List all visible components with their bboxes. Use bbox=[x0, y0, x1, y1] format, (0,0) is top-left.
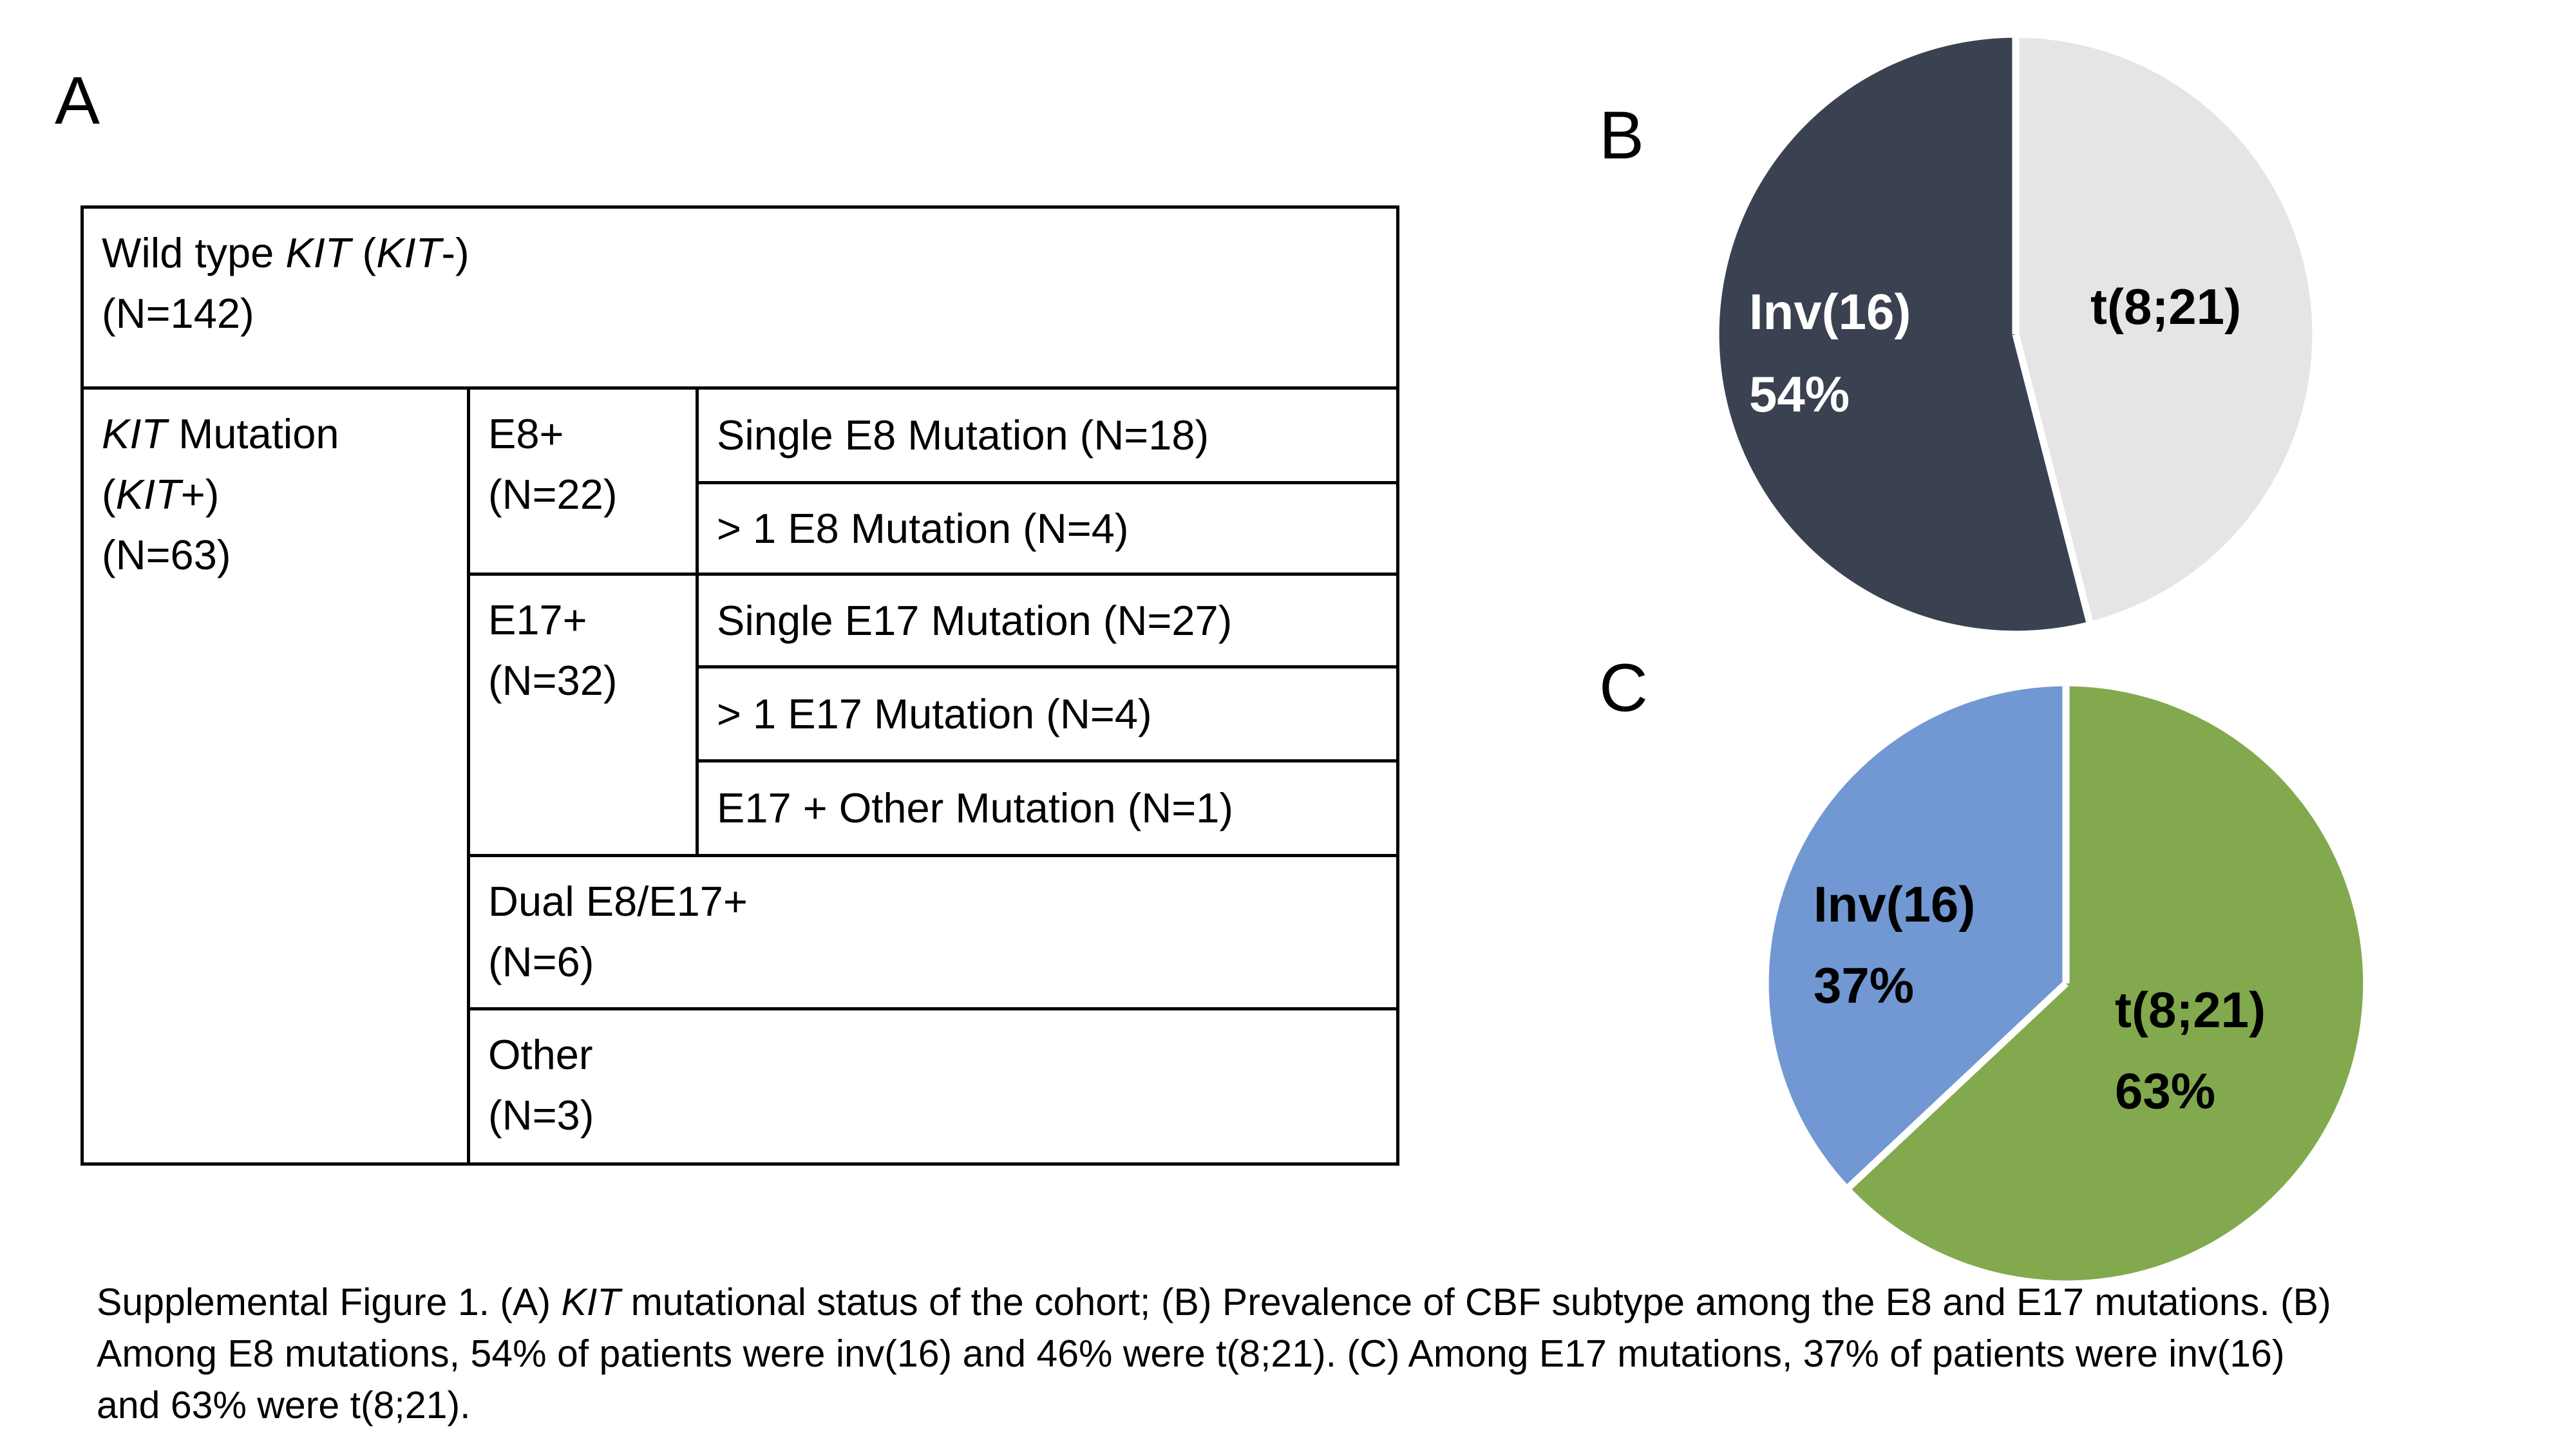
pie-c-t821-label: t(8;21) bbox=[2115, 981, 2266, 1038]
cell-single-e8: Single E8 Mutation (N=18) bbox=[695, 386, 1400, 484]
cell-single-e17: Single E17 Mutation (N=27) bbox=[695, 573, 1400, 668]
table-row: E17+ (N=32) Single E17 Mutation (N=27) bbox=[82, 573, 1400, 857]
pie-c-inv16-percent: 37% bbox=[1814, 957, 1915, 1014]
panel-b-label: B bbox=[1599, 98, 1645, 173]
pie-b-inv16-percent: 54% bbox=[1749, 366, 1850, 422]
table-row: E17 + Other Mutation (N=1) bbox=[82, 759, 1400, 857]
table-row: Dual E8/E17+ (N=6) bbox=[82, 854, 1400, 1010]
cell-dual-e8-e17: Dual E8/E17+ (N=6) bbox=[466, 854, 1400, 1010]
cell-multi-e8: > 1 E8 Mutation (N=4) bbox=[695, 481, 1400, 576]
cell-e17-group: E17+ (N=32) bbox=[467, 573, 699, 857]
table-row: Wild type KIT (KIT-) (N=142) bbox=[80, 205, 1400, 390]
cell-multi-e17: > 1 E17 Mutation (N=4) bbox=[695, 665, 1400, 762]
cell-e8-group: E8+ (N=22) bbox=[467, 386, 699, 576]
cell-kit-mutation: KIT Mutation (KIT+) (N=63) bbox=[80, 386, 470, 1166]
pie-chart-e8-subtypes bbox=[1719, 37, 2313, 631]
table-row: > 1 E17 Mutation (N=4) bbox=[82, 665, 1400, 762]
pie-c-inv16-label: Inv(16) bbox=[1814, 876, 1976, 933]
table-row: KIT Mutation (KIT+) (N=63) E8+ (N=22) Singl… bbox=[80, 386, 1400, 1166]
cell-other: Other (N=3) bbox=[466, 1007, 1400, 1166]
pie-b-inv16-label: Inv(16) bbox=[1749, 283, 1911, 340]
pie-b-t821-label: t(8;21) bbox=[2090, 278, 2242, 335]
panel-c-label: C bbox=[1599, 650, 1648, 726]
panel-a-label: A bbox=[55, 63, 100, 138]
figure-caption: Supplemental Figure 1. (A) KIT mutationa… bbox=[97, 1281, 2331, 1426]
table-row: Other (N=3) bbox=[82, 1007, 1400, 1166]
kit-status-table: Wild type KIT (KIT-) (N=142) KIT Mutation… bbox=[80, 205, 1400, 1166]
pie-chart-e17-subtypes bbox=[1768, 686, 2363, 1281]
cell-wild-type-kit: Wild type KIT (KIT-) (N=142) bbox=[80, 205, 1400, 390]
pie-c-t821-percent: 63% bbox=[2115, 1063, 2216, 1119]
table-row: > 1 E8 Mutation (N=4) bbox=[82, 481, 1400, 576]
cell-e17-other: E17 + Other Mutation (N=1) bbox=[695, 759, 1400, 857]
